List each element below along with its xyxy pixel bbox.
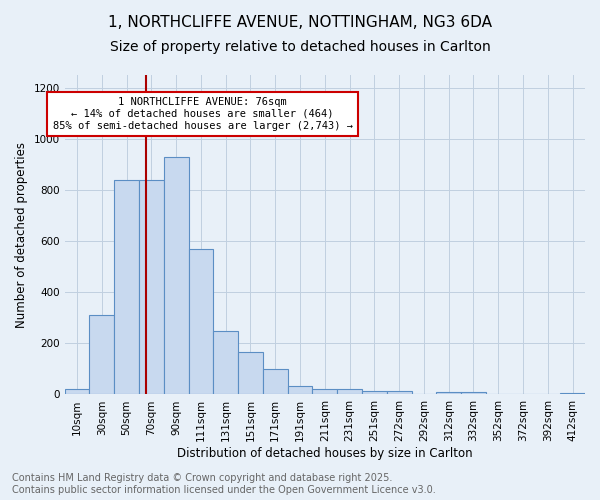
Bar xyxy=(65,390,89,394)
Bar xyxy=(114,180,139,394)
Bar xyxy=(139,180,164,394)
Bar xyxy=(287,386,313,394)
Bar xyxy=(560,393,585,394)
Text: Size of property relative to detached houses in Carlton: Size of property relative to detached ho… xyxy=(110,40,490,54)
Bar xyxy=(313,390,337,394)
Bar xyxy=(164,157,188,394)
X-axis label: Distribution of detached houses by size in Carlton: Distribution of detached houses by size … xyxy=(177,447,473,460)
Bar xyxy=(387,392,412,394)
Bar xyxy=(188,249,214,394)
Bar xyxy=(436,392,461,394)
Bar xyxy=(238,352,263,395)
Text: 1, NORTHCLIFFE AVENUE, NOTTINGHAM, NG3 6DA: 1, NORTHCLIFFE AVENUE, NOTTINGHAM, NG3 6… xyxy=(108,15,492,30)
Text: Contains HM Land Registry data © Crown copyright and database right 2025.
Contai: Contains HM Land Registry data © Crown c… xyxy=(12,474,436,495)
Bar xyxy=(337,390,362,394)
Bar xyxy=(89,315,114,394)
Y-axis label: Number of detached properties: Number of detached properties xyxy=(15,142,28,328)
Bar xyxy=(263,369,287,394)
Text: 1 NORTHCLIFFE AVENUE: 76sqm
← 14% of detached houses are smaller (464)
85% of se: 1 NORTHCLIFFE AVENUE: 76sqm ← 14% of det… xyxy=(53,98,353,130)
Bar xyxy=(461,392,486,394)
Bar xyxy=(362,390,387,394)
Bar xyxy=(214,331,238,394)
